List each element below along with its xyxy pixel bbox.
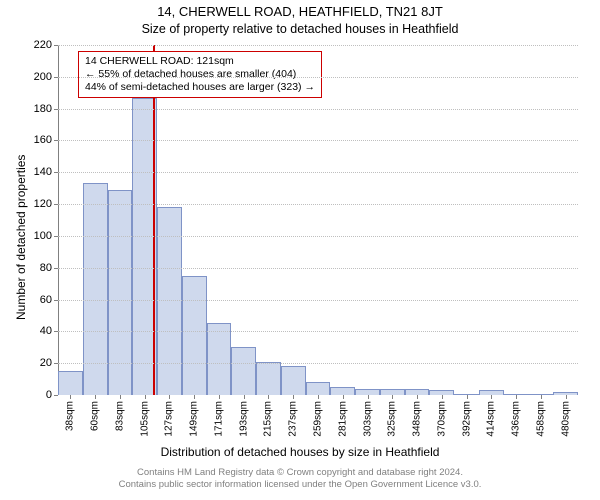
x-tick-label: 127sqm bbox=[164, 401, 175, 437]
x-tick-mark bbox=[219, 395, 220, 399]
y-tick-mark bbox=[54, 172, 58, 173]
x-tick-mark bbox=[120, 395, 121, 399]
x-tick-mark bbox=[95, 395, 96, 399]
histogram-bar bbox=[207, 323, 232, 395]
x-tick-label: 105sqm bbox=[139, 401, 150, 437]
x-tick-label: 303sqm bbox=[362, 401, 373, 437]
y-tick-mark bbox=[54, 300, 58, 301]
annotation-box: 14 CHERWELL ROAD: 121sqm ← 55% of detach… bbox=[78, 51, 322, 98]
annotation-line-2: ← 55% of detached houses are smaller (40… bbox=[85, 68, 315, 81]
x-tick-label: 193sqm bbox=[238, 401, 249, 437]
x-tick-label: 458sqm bbox=[535, 401, 546, 437]
x-tick-label: 281sqm bbox=[337, 401, 348, 437]
x-tick-mark bbox=[318, 395, 319, 399]
x-tick-mark bbox=[566, 395, 567, 399]
x-tick-label: 38sqm bbox=[65, 401, 76, 431]
gridline bbox=[58, 45, 578, 46]
x-tick-mark bbox=[467, 395, 468, 399]
x-tick-mark bbox=[491, 395, 492, 399]
x-tick-mark bbox=[169, 395, 170, 399]
x-tick-mark bbox=[442, 395, 443, 399]
x-tick-label: 259sqm bbox=[313, 401, 324, 437]
gridline bbox=[58, 331, 578, 332]
x-tick-label: 60sqm bbox=[90, 401, 101, 431]
x-tick-label: 480sqm bbox=[560, 401, 571, 437]
histogram-bar bbox=[231, 347, 256, 395]
x-tick-mark bbox=[392, 395, 393, 399]
annotation-line-3: 44% of semi-detached houses are larger (… bbox=[85, 81, 315, 94]
x-tick-mark bbox=[293, 395, 294, 399]
y-tick-mark bbox=[54, 140, 58, 141]
gridline bbox=[58, 363, 578, 364]
y-tick-mark bbox=[54, 395, 58, 396]
x-tick-mark bbox=[70, 395, 71, 399]
x-tick-label: 370sqm bbox=[436, 401, 447, 437]
gridline bbox=[58, 300, 578, 301]
y-tick-mark bbox=[54, 45, 58, 46]
x-tick-mark bbox=[194, 395, 195, 399]
footer-attribution: Contains HM Land Registry data © Crown c… bbox=[0, 467, 600, 491]
x-tick-label: 237sqm bbox=[288, 401, 299, 437]
chart-subtitle: Size of property relative to detached ho… bbox=[0, 22, 600, 36]
histogram-bar bbox=[58, 371, 83, 395]
y-tick-mark bbox=[54, 363, 58, 364]
y-tick-mark bbox=[54, 204, 58, 205]
footer-line-1: Contains HM Land Registry data © Crown c… bbox=[0, 467, 600, 479]
gridline bbox=[58, 140, 578, 141]
x-tick-label: 171sqm bbox=[213, 401, 224, 437]
gridline bbox=[58, 236, 578, 237]
x-tick-label: 325sqm bbox=[387, 401, 398, 437]
chart-container: 14, CHERWELL ROAD, HEATHFIELD, TN21 8JT … bbox=[0, 0, 600, 500]
y-tick-mark bbox=[54, 236, 58, 237]
x-tick-mark bbox=[368, 395, 369, 399]
x-tick-mark bbox=[145, 395, 146, 399]
x-tick-label: 436sqm bbox=[511, 401, 522, 437]
histogram-bar bbox=[182, 276, 207, 395]
x-tick-mark bbox=[268, 395, 269, 399]
gridline bbox=[58, 77, 578, 78]
x-tick-mark bbox=[417, 395, 418, 399]
y-tick-mark bbox=[54, 331, 58, 332]
histogram-bar bbox=[330, 387, 355, 395]
gridline bbox=[58, 268, 578, 269]
x-tick-mark bbox=[516, 395, 517, 399]
page-title: 14, CHERWELL ROAD, HEATHFIELD, TN21 8JT bbox=[0, 4, 600, 19]
y-tick-mark bbox=[54, 77, 58, 78]
gridline bbox=[58, 109, 578, 110]
x-tick-label: 348sqm bbox=[412, 401, 423, 437]
histogram-bar bbox=[281, 366, 306, 395]
histogram-bar bbox=[108, 190, 133, 395]
footer-line-2: Contains public sector information licen… bbox=[0, 479, 600, 491]
x-tick-mark bbox=[244, 395, 245, 399]
x-tick-label: 414sqm bbox=[486, 401, 497, 437]
x-axis-label: Distribution of detached houses by size … bbox=[0, 445, 600, 459]
x-tick-label: 83sqm bbox=[114, 401, 125, 431]
histogram-bar bbox=[306, 382, 331, 395]
y-tick-mark bbox=[54, 268, 58, 269]
y-tick-mark bbox=[54, 109, 58, 110]
x-tick-label: 149sqm bbox=[189, 401, 200, 437]
gridline bbox=[58, 204, 578, 205]
x-tick-mark bbox=[343, 395, 344, 399]
x-tick-label: 392sqm bbox=[461, 401, 472, 437]
plot-area: 14 CHERWELL ROAD: 121sqm ← 55% of detach… bbox=[58, 45, 578, 395]
y-axis-label: Number of detached properties bbox=[14, 155, 28, 320]
gridline bbox=[58, 172, 578, 173]
x-tick-mark bbox=[541, 395, 542, 399]
x-tick-label: 215sqm bbox=[263, 401, 274, 437]
annotation-line-1: 14 CHERWELL ROAD: 121sqm bbox=[85, 55, 315, 68]
histogram-bar bbox=[256, 362, 281, 395]
